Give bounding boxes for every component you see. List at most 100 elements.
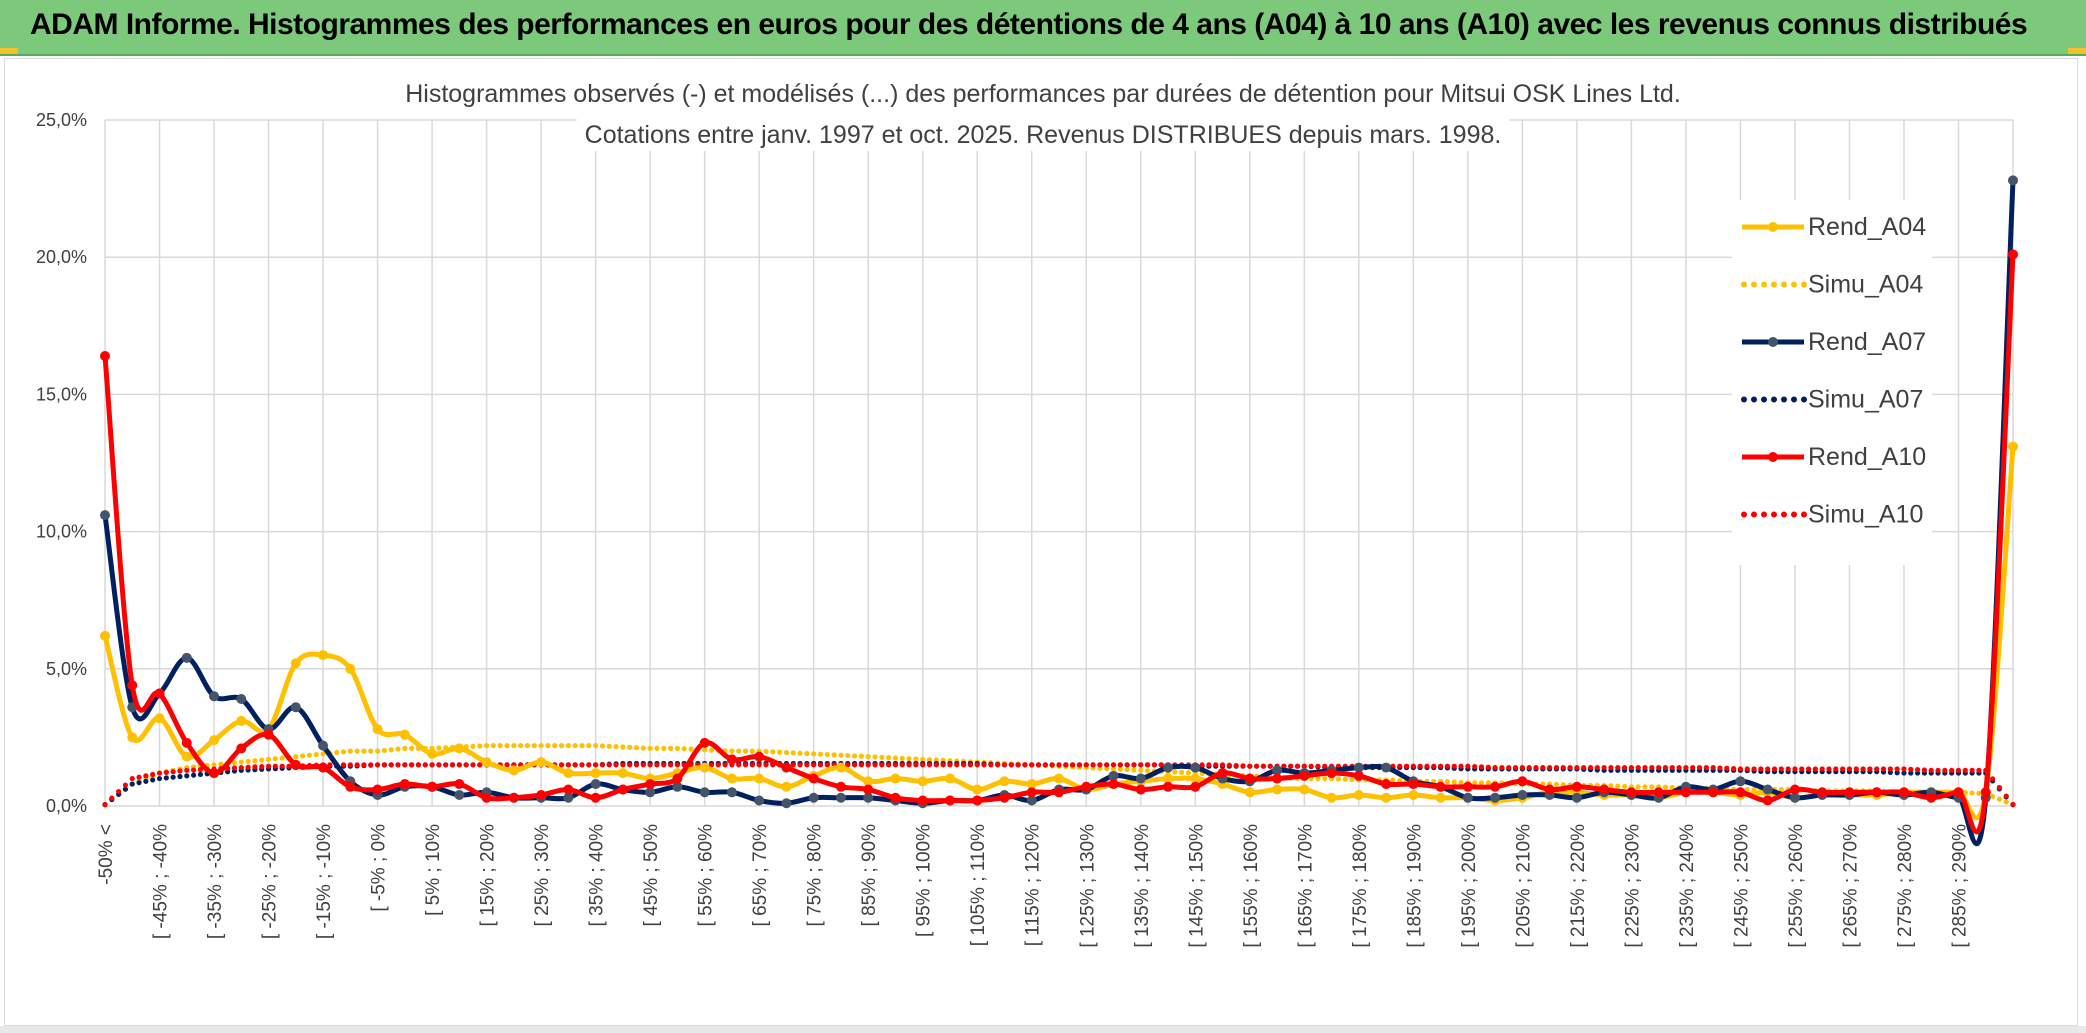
model-point [872,762,878,768]
model-point [1403,763,1410,769]
model-point [184,773,190,779]
model-point [381,762,387,768]
y-tick-label: 10,0% [36,522,87,542]
model-point [231,765,238,771]
data-point [1626,787,1637,798]
data-point [944,773,955,784]
data-point [1435,781,1446,792]
model-point [1485,780,1491,786]
data-point [154,713,165,724]
series-line [102,444,2016,821]
model-point [851,753,858,759]
data-point [835,762,846,773]
model-point [1390,777,1396,783]
model-point [1962,767,1968,773]
model-point [1996,784,2002,791]
model-point [879,754,885,760]
data-point [726,787,737,798]
model-point [511,743,517,749]
model-point [797,762,803,768]
model-point [238,759,244,765]
model-point [708,762,715,768]
model-point [1499,764,1505,771]
model-point [1887,766,1893,772]
data-point [1353,790,1364,801]
model-point [504,762,510,768]
chart-title-background [397,78,1689,110]
model-point [429,762,435,768]
model-point [1458,779,1464,785]
model-point [586,743,592,749]
model-point [790,750,796,756]
model-point [436,762,442,768]
model-point [368,762,374,768]
x-tick-label: [ 55% ; 60% [696,824,717,927]
model-point [831,752,837,758]
model-point [1642,764,1648,771]
legend-swatch-dot [1751,281,1757,288]
model-point [845,752,851,759]
model-point [640,745,646,751]
model-point [1969,790,1975,796]
model-point [804,762,810,768]
model-point [368,748,374,754]
model-point [1894,766,1900,772]
model-point [729,748,735,754]
data-point [1244,787,1255,798]
model-point [674,762,681,768]
data-point [1353,762,1364,773]
legend-swatch-dot [1771,396,1777,403]
model-point [402,745,408,751]
model-point [1090,762,1096,768]
model-point [899,762,905,768]
bottom-bar [0,1026,2086,1033]
model-point [1070,762,1076,768]
model-point [1281,763,1287,769]
model-point [1110,762,1117,768]
model-point [1288,763,1294,769]
model-point [1158,762,1164,768]
data-point [318,762,329,773]
model-point [381,747,387,754]
data-point [835,781,846,792]
model-point [1315,763,1321,769]
data-point [1381,762,1392,773]
legend-label: Simu_A04 [1808,271,1923,299]
model-point [1737,766,1744,772]
model-point [572,762,578,768]
model-point [851,762,858,768]
model-point [279,755,285,761]
model-point [1049,762,1055,768]
data-point [754,795,765,806]
data-point [1381,792,1392,803]
data-point [1953,787,1964,798]
model-point [1867,766,1873,772]
model-point [1758,766,1764,772]
model-point [722,762,728,768]
model-point [1213,762,1219,768]
model-point [190,772,197,778]
data-point [1653,787,1664,798]
legend-label: Simu_A07 [1808,386,1923,414]
model-point [708,747,715,753]
model-point [1621,783,1628,790]
model-point [415,762,422,768]
data-point [100,350,110,361]
data-point [1135,773,1146,784]
y-tick-label: 15,0% [36,384,87,404]
x-tick-label: [ 145% ; 150% [1186,824,1207,948]
x-tick-label: [ 75% ; 80% [805,824,826,927]
series-rend-a04 [100,441,2018,821]
model-point [1635,764,1641,771]
data-point [1571,781,1582,792]
x-tick-label: [ -35% ; -30% [205,824,226,939]
model-point [190,767,197,773]
model-point [1322,775,1328,782]
data-point [1163,773,1174,784]
model-point [1219,762,1226,768]
model-point [1151,762,1157,768]
model-point [1519,764,1525,771]
model-point [354,748,360,754]
model-point [1465,763,1471,769]
banner-title: ADAM Informe. Histogrammes des performan… [30,8,2028,41]
